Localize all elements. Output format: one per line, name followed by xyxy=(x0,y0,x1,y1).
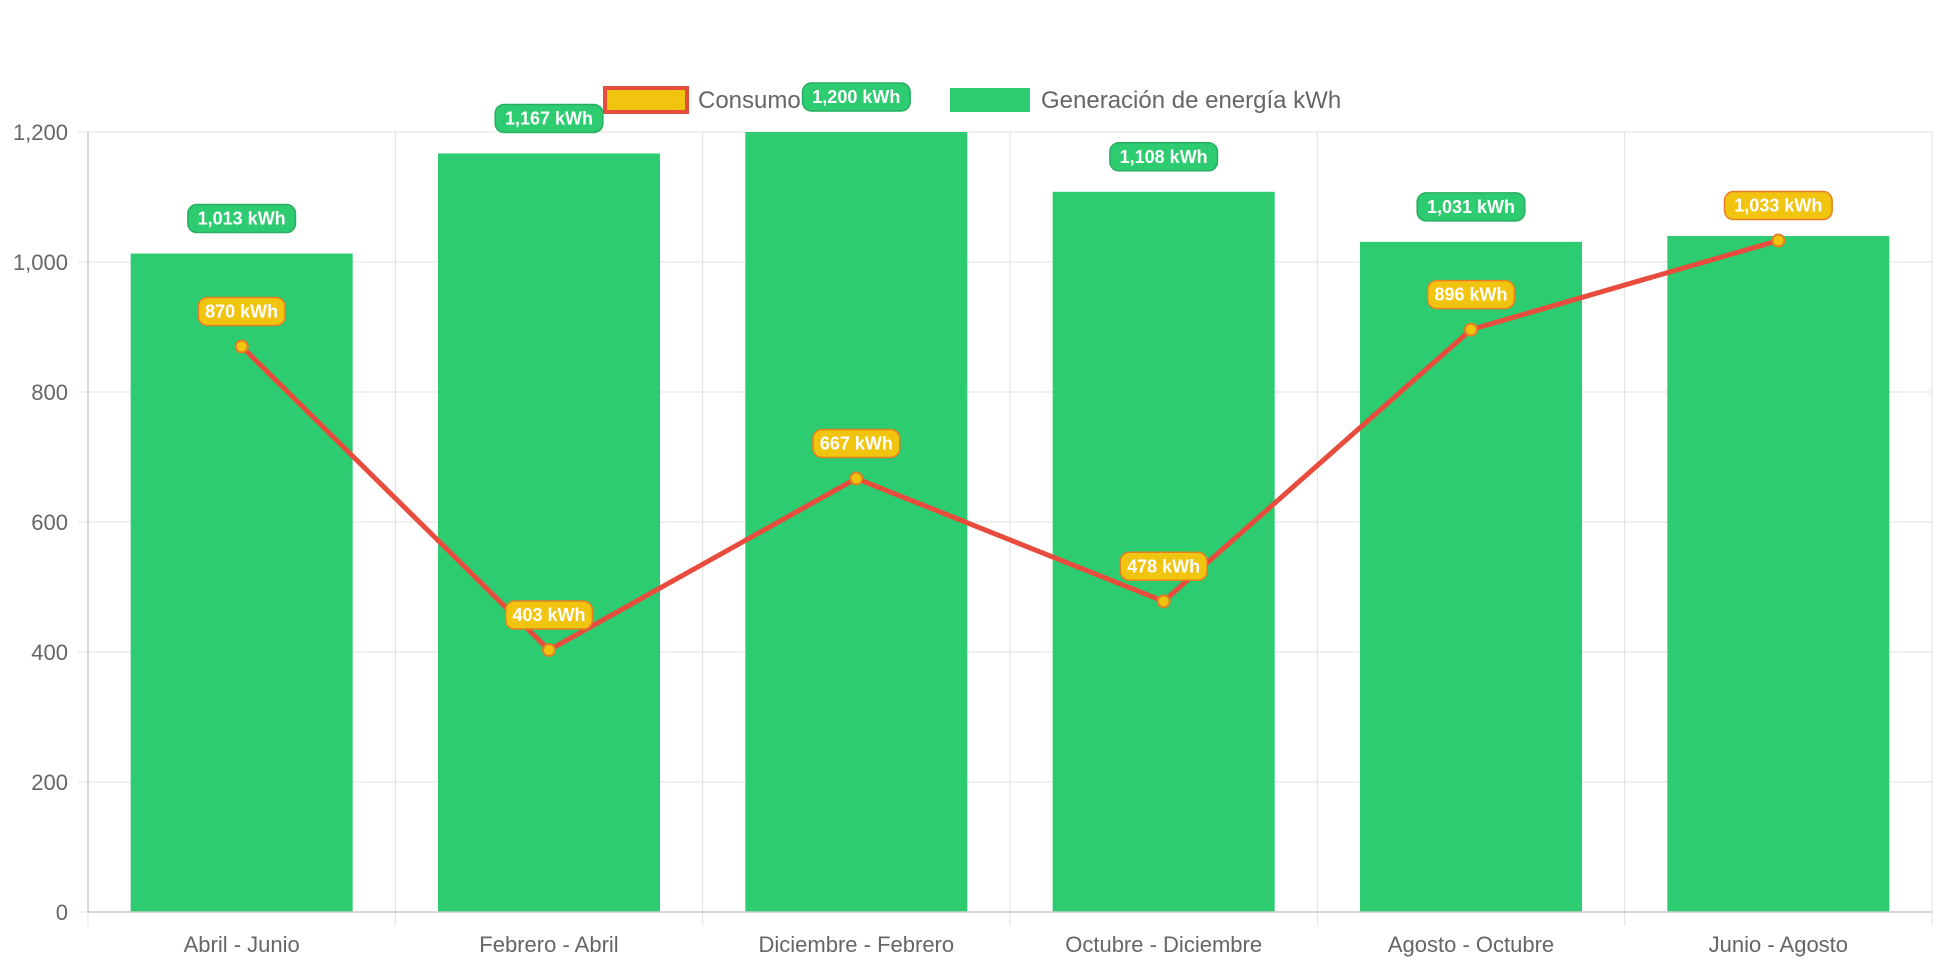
line-data-label-box xyxy=(197,296,286,327)
y-tick-label: 800 xyxy=(31,380,68,405)
bar-data-label: 1,200 kWh xyxy=(801,82,911,112)
line-data-label-text: 478 kWh xyxy=(1127,556,1200,576)
bar-generacion xyxy=(1667,236,1890,912)
bar-generacion xyxy=(438,153,660,912)
line-data-label: 1,033 kWh xyxy=(1723,190,1833,221)
line-data-label: 896 kWh xyxy=(1426,279,1516,310)
x-tick-label: Abril - Junio xyxy=(184,932,300,957)
line-data-label-text: 667 kWh xyxy=(820,433,893,453)
y-tick-label: 0 xyxy=(56,900,68,925)
bar-data-label-text: 1,108 kWh xyxy=(1120,147,1208,167)
line-data-label: 667 kWh xyxy=(812,428,901,459)
line-data-label: 870 kWh xyxy=(197,296,286,327)
line-layer xyxy=(234,233,1786,658)
data-labels-layer: 1,013 kWh 1,167 kWh 1,200 kWh 1,108 kWh 1,03… xyxy=(187,82,1833,630)
bar-generacion xyxy=(130,253,353,913)
point-consumo xyxy=(542,643,556,658)
bar-data-label-text: 1,200 kWh xyxy=(812,87,900,107)
line-data-label-text: 1,033 kWh xyxy=(1734,196,1822,216)
x-tick-label: Diciembre - Febrero xyxy=(759,932,955,957)
legend-swatch-generacion xyxy=(950,88,1030,112)
bar-data-label: 1,031 kWh xyxy=(1416,192,1526,222)
grid-layer xyxy=(78,131,1933,926)
bar-data-label-text: 1,031 kWh xyxy=(1427,197,1515,217)
bar-data-label: 1,167 kWh xyxy=(494,103,604,134)
point-consumo xyxy=(1156,594,1171,609)
legend-label-generacion: Generación de energía kWh xyxy=(1041,87,1341,114)
axis-layer: 0 200 400 600 800 1,000 1,200 Abril - Junio Febr… xyxy=(13,120,1932,957)
bar-data-label-box xyxy=(187,203,297,234)
bar-data-label-box xyxy=(801,82,911,112)
line-data-label-text: 870 kWh xyxy=(205,302,278,322)
bar-data-label-box xyxy=(494,103,604,134)
x-tick-label: Agosto - Octubre xyxy=(1388,932,1554,957)
y-tick-label: 200 xyxy=(31,770,68,795)
line-data-label-box xyxy=(1723,190,1833,221)
y-tick-label: 1,000 xyxy=(13,250,68,275)
legend-swatch-consumo xyxy=(603,86,689,114)
line-data-label-text: 896 kWh xyxy=(1434,285,1507,305)
bar-generacion xyxy=(1360,241,1582,913)
bar-data-label: 1,108 kWh xyxy=(1109,142,1219,172)
bar-data-label-box xyxy=(1109,142,1219,172)
bar-data-label-box xyxy=(1416,192,1526,222)
line-consumo xyxy=(239,238,1780,653)
y-tick-label: 400 xyxy=(31,640,68,665)
y-tick-label: 1,200 xyxy=(13,120,68,145)
y-tick-label: 600 xyxy=(31,510,68,535)
bars-layer xyxy=(130,132,1890,913)
line-data-label: 403 kWh xyxy=(504,600,594,630)
point-consumo xyxy=(1771,233,1786,248)
line-data-label-text: 403 kWh xyxy=(512,605,585,625)
point-consumo xyxy=(234,339,249,354)
point-consumo xyxy=(1464,322,1478,337)
x-tick-label: Octubre - Diciembre xyxy=(1065,932,1262,957)
point-consumo xyxy=(849,471,864,486)
bar-data-label-text: 1,167 kWh xyxy=(505,108,593,128)
line-data-label-box xyxy=(1119,551,1208,582)
legend: Consumo kWh Generación de energía kWh xyxy=(603,86,1341,114)
bar-data-label: 1,013 kWh xyxy=(187,203,297,234)
line-data-label-box xyxy=(504,600,594,630)
x-tick-label: Junio - Agosto xyxy=(1709,932,1848,957)
line-data-label: 478 kWh xyxy=(1119,551,1208,582)
bar-data-label-text: 1,013 kWh xyxy=(198,209,286,229)
line-data-label-box xyxy=(1426,279,1516,310)
x-tick-label: Febrero - Abril xyxy=(479,932,618,957)
line-data-label-box xyxy=(812,428,901,459)
